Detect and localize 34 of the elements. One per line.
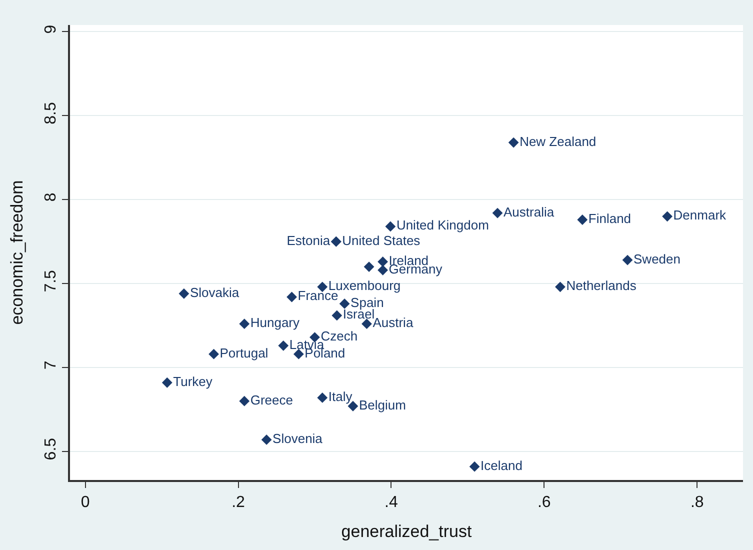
- data-label: Iceland: [480, 458, 522, 473]
- data-label: Sweden: [634, 251, 681, 266]
- data-label: Slovakia: [190, 284, 240, 300]
- y-tick-label: 8: [42, 192, 60, 202]
- data-label: Luxembourg: [328, 278, 401, 294]
- data-label: Turkey: [173, 374, 213, 389]
- data-label: Australia: [504, 204, 555, 220]
- x-axis-title: generalized_trust: [341, 522, 472, 542]
- y-axis-title: economic_freedom: [8, 180, 27, 325]
- data-label: Portugal: [220, 345, 268, 360]
- x-tick-label: .4: [384, 494, 398, 512]
- y-tick-label: 9: [42, 24, 60, 34]
- data-label: Hungary: [250, 315, 300, 330]
- y-tick-label: 6.5: [42, 438, 60, 460]
- data-label: Finland: [588, 211, 632, 226]
- data-label: Italy: [328, 388, 353, 404]
- data-label: Austria: [372, 315, 414, 330]
- x-tick-label: .8: [690, 494, 704, 512]
- data-label: Denmark: [673, 208, 727, 223]
- data-label: Netherlands: [566, 278, 637, 294]
- x-tick-label: 0: [80, 494, 90, 512]
- x-tick-label: .2: [232, 494, 246, 512]
- y-tick-label: 7.5: [42, 270, 60, 292]
- y-tick-label: 8.5: [42, 102, 60, 124]
- data-label: Estonia: [286, 232, 331, 248]
- data-label: New Zealand: [520, 134, 596, 149]
- x-tick-label: .6: [537, 494, 551, 512]
- data-label: Slovenia: [272, 430, 324, 446]
- data-label: United Kingdom: [396, 218, 489, 233]
- data-label: Spain: [350, 294, 384, 310]
- data-label: Greece: [250, 392, 294, 408]
- y-tick-label: 7: [42, 360, 60, 370]
- data-label: United States: [342, 232, 421, 248]
- data-label: Belgium: [358, 397, 406, 412]
